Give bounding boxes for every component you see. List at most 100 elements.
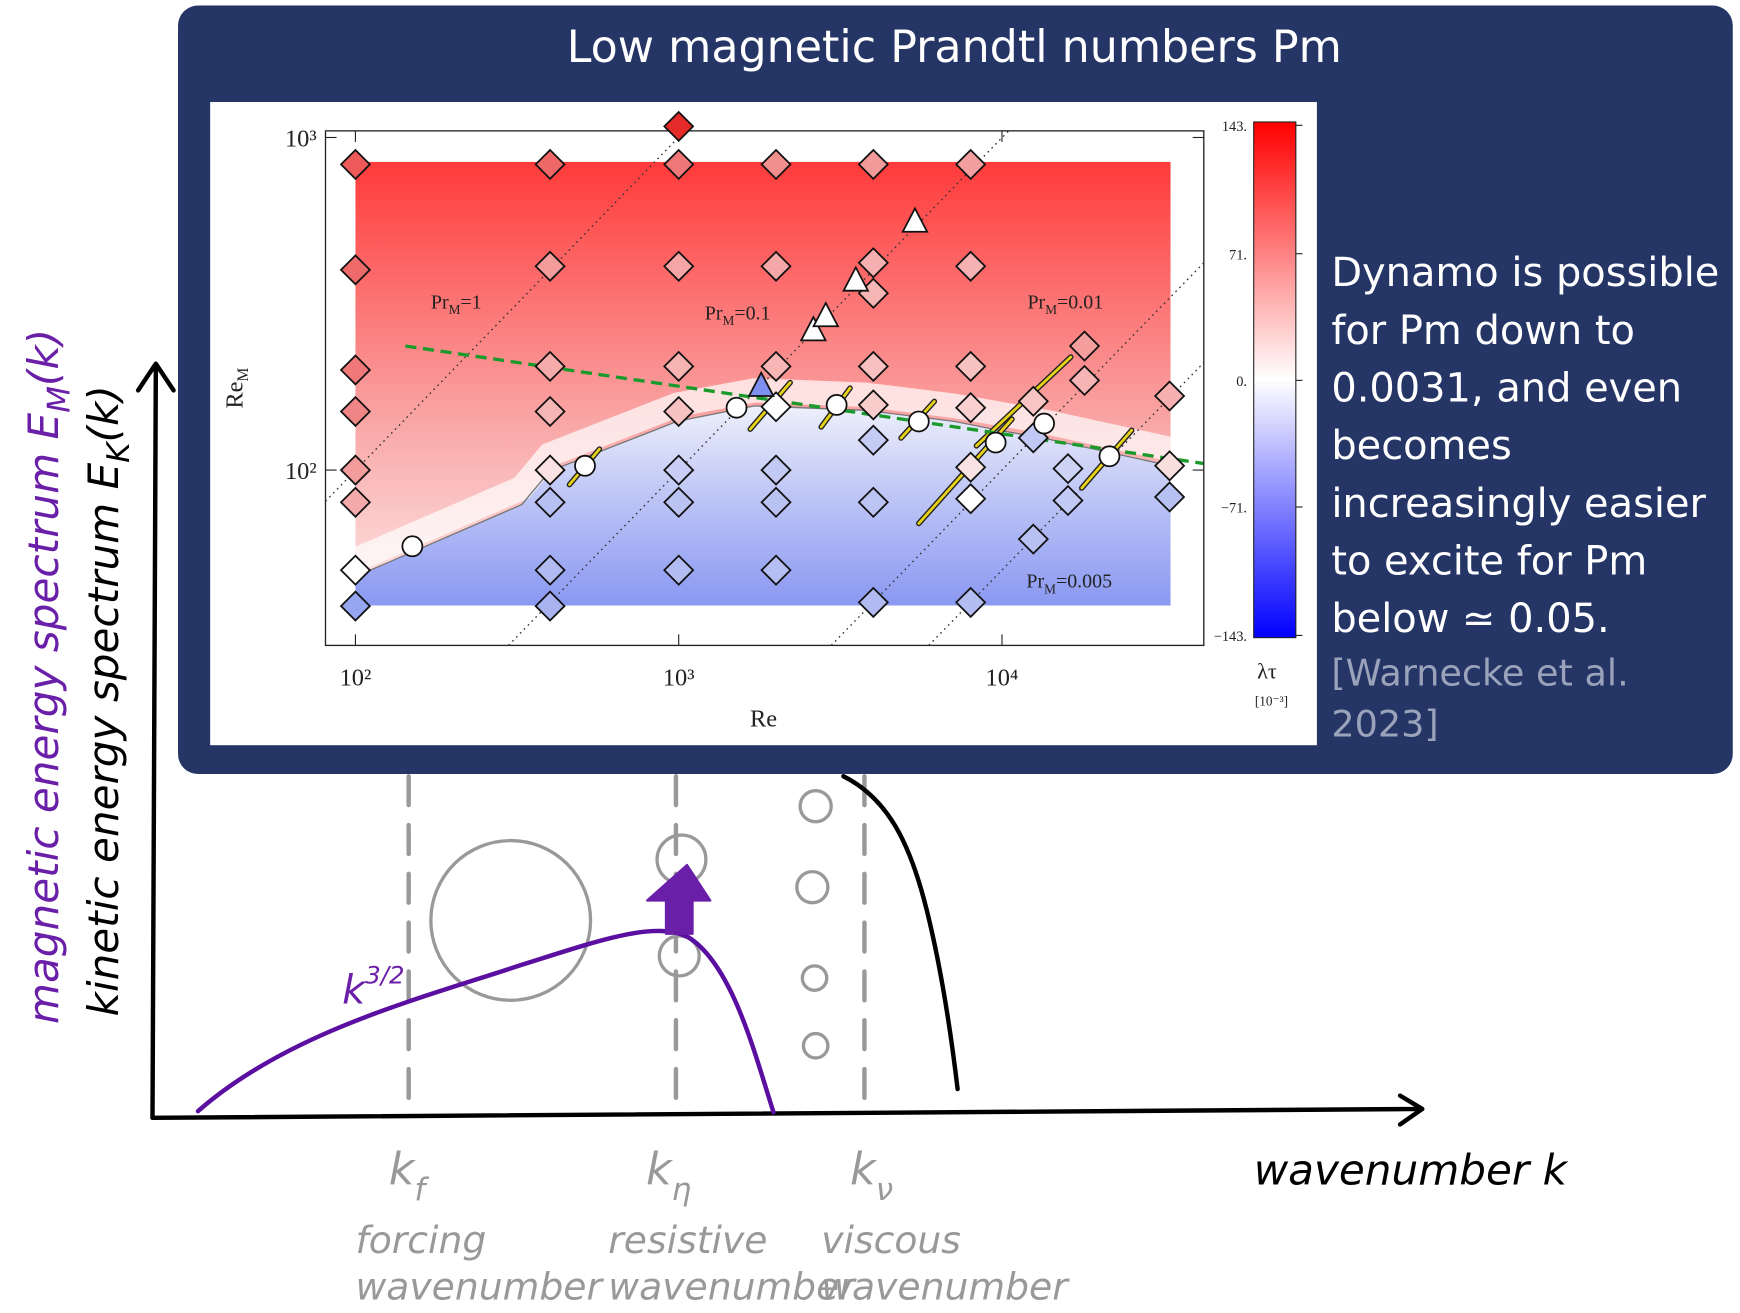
point — [954, 250, 987, 282]
point — [574, 454, 596, 477]
point — [534, 454, 566, 486]
slope-label: k3/2 — [342, 961, 404, 1014]
citation: 2023] — [1331, 702, 1438, 745]
x-tick-label: 10² — [340, 664, 372, 691]
point — [1033, 412, 1055, 435]
point — [954, 350, 987, 383]
point — [663, 110, 695, 143]
label-sup: 3/2 — [365, 961, 404, 990]
wavenumber-caption: resistive — [608, 1218, 767, 1262]
symbol-base: k — [850, 1144, 878, 1195]
annotation: PrM=1 — [431, 291, 482, 317]
point — [760, 391, 792, 423]
wavenumber-caption: forcing — [355, 1218, 486, 1262]
point — [857, 586, 890, 619]
point — [1052, 452, 1084, 485]
caption-line: to excite for Pm — [1331, 538, 1647, 584]
stability-boundary — [355, 405, 1171, 578]
annotation-part: =0.01 — [1057, 291, 1103, 313]
point — [339, 354, 372, 386]
wavenumber-caption: wavenumber — [355, 1265, 604, 1309]
wavenumber-caption: wavenumber — [821, 1265, 1070, 1309]
symbol-sub: f — [414, 1172, 429, 1208]
point — [1017, 385, 1049, 417]
point — [663, 250, 695, 282]
wavenumber-symbol: kf — [389, 1144, 430, 1208]
annotation-part: Pr — [1027, 291, 1045, 313]
point — [534, 554, 566, 586]
point — [760, 250, 792, 282]
caption-line: becomes — [1331, 423, 1511, 469]
citation: [Warnecke et al. — [1331, 651, 1628, 694]
point — [907, 410, 930, 433]
point — [1017, 523, 1049, 555]
symbol-base: k — [646, 1144, 674, 1195]
eddy — [429, 838, 593, 1002]
symbol-sub: η — [672, 1172, 692, 1208]
annotation: PrM=0.005 — [1026, 571, 1112, 597]
annotation-sub: M — [449, 302, 461, 317]
point — [760, 554, 792, 586]
point — [1153, 380, 1186, 412]
point — [857, 148, 890, 181]
caption-line: 0.0031, and even — [1331, 365, 1682, 411]
panel-title: Low magnetic Prandtl numbers Pm — [567, 22, 1342, 73]
point — [339, 395, 372, 428]
label-part: (k) — [19, 329, 68, 386]
wavenumber-symbol: kη — [646, 1144, 691, 1208]
point — [842, 265, 870, 292]
point — [760, 148, 792, 181]
x-label: wavenumber k — [1254, 1145, 1569, 1194]
y-axis — [135, 361, 176, 1121]
kinetic-label: kinetic energy spectrum EK(k) — [79, 385, 137, 1016]
annotation: PrM=0.1 — [705, 302, 771, 328]
point — [1068, 364, 1101, 397]
point — [534, 250, 566, 282]
point — [812, 301, 840, 328]
eddy — [795, 869, 830, 905]
annotation-sub: M — [1045, 302, 1057, 317]
point — [663, 350, 695, 383]
kinetic-spectrum — [841, 774, 960, 1092]
sketch: magnetic energy spectrum EM(k) kinetic e… — [19, 329, 1568, 1309]
colorbar-tick-label: −71. — [1221, 501, 1247, 517]
point — [954, 586, 987, 619]
colorbar-unit: [10⁻³] — [1255, 693, 1288, 708]
point — [663, 395, 695, 428]
label-sub: M — [235, 367, 252, 381]
point — [760, 486, 792, 518]
point — [339, 148, 372, 181]
point — [725, 396, 748, 419]
annotation-sub: M — [723, 313, 735, 328]
caption-line: increasingly easier — [1331, 481, 1706, 527]
x-tick-label: 10³ — [663, 664, 695, 691]
annotation-part: =0.1 — [734, 302, 770, 324]
symbol-sub: ν — [876, 1172, 893, 1208]
annotation-sub: M — [1044, 581, 1056, 596]
point — [1068, 330, 1101, 362]
label-part: (k) — [79, 385, 128, 442]
point — [954, 392, 987, 424]
chart: Re ReM λτ [10⁻³] 10² 10³ 10⁴10²10³PrM=1PrM… — [221, 110, 1303, 732]
prandtl-line — [928, 362, 1205, 646]
eddy — [801, 1031, 830, 1060]
point — [534, 590, 566, 622]
point — [663, 454, 695, 486]
y-axis-label: ReM — [221, 367, 252, 408]
symbol-base: k — [389, 1144, 417, 1195]
magnetic-label: magnetic energy spectrum EM(k) — [19, 329, 77, 1024]
point — [663, 486, 695, 518]
caption-line: for Pm down to — [1331, 308, 1635, 354]
annotation-part: Pr — [705, 302, 723, 324]
annotation-part: =1 — [460, 291, 481, 313]
point — [954, 483, 987, 515]
x-axis-label: Re — [750, 705, 777, 732]
point — [825, 394, 848, 416]
point — [1052, 484, 1084, 517]
plot-frame — [324, 130, 1205, 647]
annotation-part: Pr — [1026, 571, 1044, 593]
point — [663, 554, 695, 586]
label-sub: M — [41, 386, 77, 413]
